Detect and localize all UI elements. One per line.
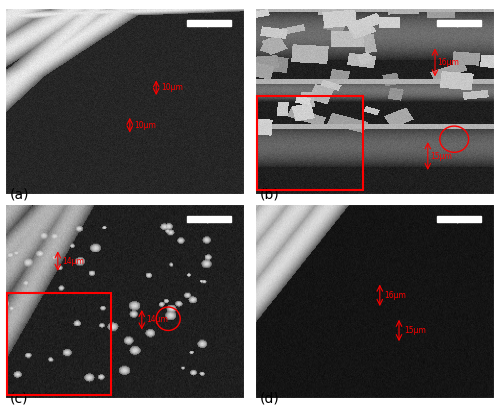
Bar (258, 96, 363, 190)
Bar (438, 20, 480, 26)
Text: (c): (c) (10, 391, 29, 405)
Text: 10μm: 10μm (202, 219, 216, 224)
Text: 20μm: 20μm (452, 219, 466, 224)
Text: 14μm: 14μm (146, 315, 169, 324)
Text: (a): (a) (10, 188, 29, 202)
Text: (d): (d) (260, 391, 280, 405)
Bar (188, 216, 230, 222)
Bar (8, 293, 111, 395)
Bar (188, 20, 230, 26)
Text: (b): (b) (260, 188, 280, 202)
Text: 15μm: 15μm (430, 151, 452, 160)
Text: 16μm: 16μm (438, 58, 460, 67)
Text: 15μm: 15μm (404, 326, 425, 335)
Text: 10μm: 10μm (161, 83, 183, 92)
Text: 10μm: 10μm (202, 23, 216, 28)
Text: 10μm: 10μm (452, 23, 466, 28)
Text: 10μm: 10μm (134, 120, 156, 130)
Text: 14μm: 14μm (62, 257, 84, 266)
Text: 16μm: 16μm (384, 291, 406, 300)
Bar (438, 216, 480, 222)
